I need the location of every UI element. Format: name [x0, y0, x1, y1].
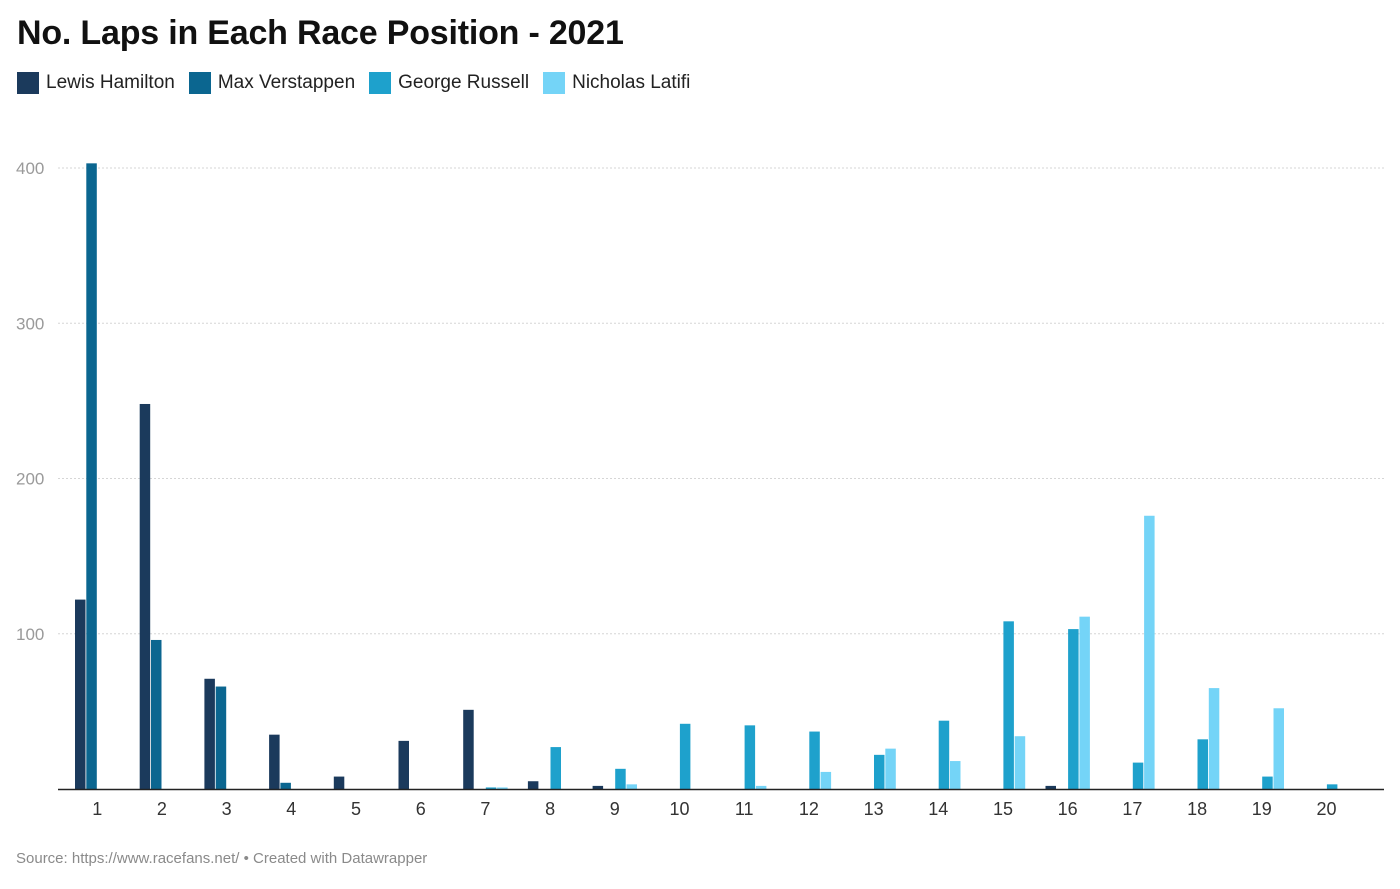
bar-lewis-hamilton-pos-16: [1045, 785, 1056, 789]
bar-nicholas-latifi-pos-11: [755, 785, 767, 789]
legend-label-verstappen: Max Verstappen: [217, 72, 356, 93]
x-tick-label: 19: [1252, 799, 1272, 819]
y-tick-label: 400: [16, 159, 44, 178]
x-tick-label: 2: [157, 799, 167, 819]
x-tick-label: 15: [993, 799, 1013, 819]
x-tick-label: 16: [1058, 799, 1078, 819]
x-tick-label: 18: [1187, 799, 1207, 819]
x-tick-label: 12: [799, 799, 819, 819]
bar-george-russell-pos-10: [679, 723, 691, 789]
x-tick-label: 4: [286, 799, 296, 819]
x-tick-label: 3: [222, 799, 232, 819]
bar-nicholas-latifi-pos-15: [1014, 736, 1026, 789]
bar-nicholas-latifi-pos-9: [626, 784, 637, 789]
bar-nicholas-latifi-pos-14: [950, 761, 961, 789]
source-footer: Source: https://www.racefans.net/ • Crea…: [16, 850, 428, 867]
x-tick-label: 9: [610, 799, 620, 819]
x-tick-label: 13: [864, 799, 884, 819]
bar-lewis-hamilton-pos-1: [75, 599, 86, 789]
bar-george-russell-pos-18: [1197, 739, 1208, 789]
bar-nicholas-latifi-pos-17: [1144, 515, 1155, 789]
bar-nicholas-latifi-pos-13: [885, 748, 896, 789]
chart-title: No. Laps in Each Race Position - 2021: [17, 14, 624, 52]
bar-lewis-hamilton-pos-6: [398, 740, 409, 789]
bar-lewis-hamilton-pos-5: [333, 776, 345, 789]
bar-george-russell-pos-15: [1003, 621, 1014, 789]
bar-max-verstappen-pos-1: [86, 163, 97, 789]
legend-label-latifi: Nicholas Latifi: [572, 72, 691, 93]
legend-label-hamilton: Lewis Hamilton: [46, 72, 175, 93]
bar-nicholas-latifi-pos-16: [1079, 616, 1090, 789]
bar-george-russell-pos-9: [615, 768, 626, 789]
y-tick-label: 200: [16, 470, 44, 489]
bar-lewis-hamilton-pos-2: [139, 403, 151, 789]
legend-item-russell: George Russell: [369, 72, 529, 94]
bar-george-russell-pos-14: [938, 720, 950, 789]
bar-george-russell-pos-12: [809, 731, 820, 789]
legend-item-verstappen: Max Verstappen: [188, 72, 356, 94]
x-tick-label: 1: [92, 799, 102, 819]
bar-lewis-hamilton-pos-9: [592, 785, 604, 789]
bar-lewis-hamilton-pos-7: [463, 709, 474, 789]
bar-nicholas-latifi-pos-19: [1273, 708, 1284, 789]
bar-max-verstappen-pos-3: [215, 686, 227, 789]
x-tick-label: 7: [480, 799, 490, 819]
x-tick-label: 8: [545, 799, 555, 819]
x-tick-label: 11: [735, 799, 754, 819]
bar-max-verstappen-pos-4: [280, 782, 291, 789]
bar-nicholas-latifi-pos-12: [820, 771, 832, 789]
x-tick-label: 6: [416, 799, 426, 819]
legend-item-hamilton: Lewis Hamilton: [17, 72, 175, 94]
x-tick-label: 17: [1122, 799, 1142, 819]
bar-george-russell-pos-13: [874, 754, 885, 789]
bar-george-russell-pos-17: [1132, 762, 1144, 789]
y-tick-label: 300: [16, 314, 44, 333]
legend-swatch-latifi: [543, 72, 566, 94]
bar-lewis-hamilton-pos-4: [269, 734, 280, 789]
chart-legend: Lewis Hamilton Max Verstappen George Rus…: [17, 72, 704, 94]
bar-max-verstappen-pos-2: [151, 639, 162, 789]
x-tick-label: 5: [351, 799, 361, 819]
bar-george-russell-pos-8: [550, 747, 561, 789]
bar-george-russell-pos-20: [1326, 784, 1338, 789]
bar-lewis-hamilton-pos-8: [527, 781, 539, 789]
bar-george-russell-pos-19: [1262, 776, 1273, 789]
bar-nicholas-latifi-pos-18: [1208, 688, 1220, 789]
x-tick-label: 10: [669, 799, 689, 819]
x-tick-label: 20: [1316, 799, 1336, 819]
legend-swatch-russell: [369, 72, 392, 94]
bar-nicholas-latifi-pos-7: [497, 787, 508, 789]
bar-george-russell-pos-7: [485, 787, 497, 789]
bar-george-russell-pos-16: [1068, 629, 1079, 789]
x-tick-label: 14: [928, 799, 948, 819]
bar-lewis-hamilton-pos-3: [204, 678, 215, 789]
legend-swatch-verstappen: [188, 72, 211, 94]
legend-swatch-hamilton: [17, 72, 39, 94]
bar-george-russell-pos-11: [744, 725, 756, 789]
y-tick-label: 100: [16, 625, 44, 644]
legend-item-latifi: Nicholas Latifi: [543, 72, 690, 94]
legend-label-russell: George Russell: [398, 72, 530, 93]
